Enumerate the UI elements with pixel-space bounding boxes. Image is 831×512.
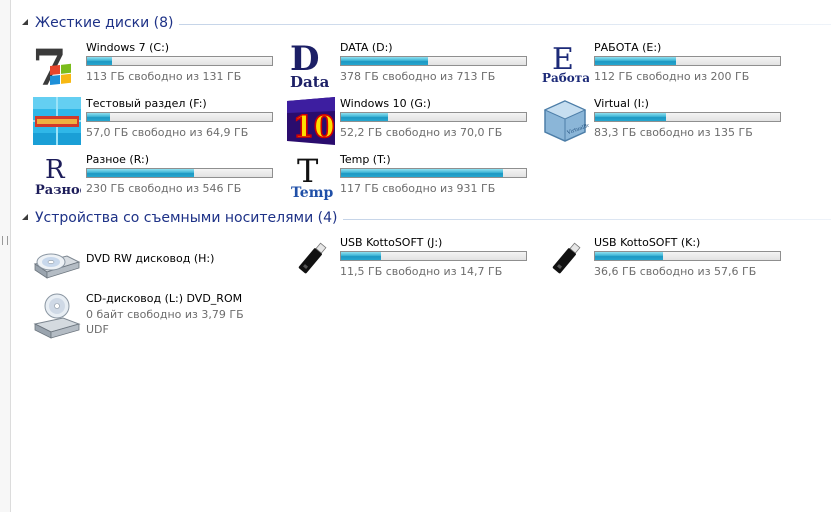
drive-item-g[interactable]: 10 Windows 10 (G:) 52,2 ГБ свободно из 7…: [287, 97, 532, 149]
usb-drive-icon: [298, 242, 327, 274]
group-header-removable-devices[interactable]: Устройства со съемными носителями (4): [20, 209, 831, 227]
drive-free-space: 378 ГБ свободно из 713 ГБ: [340, 70, 496, 83]
drive-usage-bar: [594, 112, 781, 122]
drive-name: DATA (D:): [340, 41, 393, 54]
drive-usage-fill: [595, 57, 677, 65]
drive-free-space: 36,6 ГБ свободно из 57,6 ГБ: [594, 265, 757, 278]
drive-usage-bar: [594, 251, 781, 261]
drive-usage-fill: [595, 113, 666, 121]
drive-usage-fill: [87, 169, 195, 177]
svg-text:D: D: [290, 41, 319, 79]
drive-item-j[interactable]: USB KottoSOFT (J:) 11,5 ГБ свободно из 1…: [287, 236, 532, 288]
test-partition-icon: [33, 97, 81, 145]
drive-name: Windows 10 (G:): [340, 97, 431, 110]
drive-name: USB KottoSOFT (K:): [594, 236, 701, 249]
navigation-pane-splitter[interactable]: [0, 0, 11, 512]
drive-item-e[interactable]: E Работа РАБОТА (E:) 112 ГБ свободно из …: [541, 41, 786, 93]
drive-name: Windows 7 (C:): [86, 41, 170, 54]
cd-drive-icon: [33, 293, 81, 339]
drive-name: Virtual (I:): [594, 97, 649, 110]
group-title: Жесткие диски (8): [35, 15, 174, 31]
drive-item-t[interactable]: T Temp Temp (T:) 117 ГБ свободно из 931 …: [287, 153, 532, 205]
drive-name: DVD RW дисковод (H:): [86, 252, 215, 265]
drive-free-space: 117 ГБ свободно из 931 ГБ: [340, 182, 496, 195]
drive-free-space: 11,5 ГБ свободно из 14,7 ГБ: [340, 265, 503, 278]
drive-name: Temp (T:): [340, 153, 391, 166]
drive-free-space: 52,2 ГБ свободно из 70,0 ГБ: [340, 126, 503, 139]
data-drive-icon: D Data: [290, 41, 330, 89]
drive-free-space: 0 байт свободно из 3,79 ГБ: [86, 308, 244, 321]
drive-usage-bar: [340, 112, 527, 122]
drive-usage-fill: [341, 169, 503, 177]
drive-name: USB KottoSOFT (J:): [340, 236, 443, 249]
drive-free-space: 230 ГБ свободно из 546 ГБ: [86, 182, 242, 195]
virtualbox-icon: VirtualBox: [543, 100, 589, 142]
drive-usage-bar: [340, 168, 527, 178]
collapse-arrow-icon[interactable]: [20, 212, 32, 224]
svg-text:10: 10: [293, 110, 335, 145]
drive-usage-fill: [87, 57, 113, 65]
drive-usage-bar: [86, 168, 273, 178]
svg-text:Работа: Работа: [542, 71, 589, 85]
svg-text:Разное: Разное: [35, 183, 81, 198]
temp-drive-icon: T Temp: [291, 153, 334, 201]
group-title: Устройства со съемными носителями (4): [35, 210, 338, 226]
splitter-grip[interactable]: [2, 236, 8, 245]
svg-text:T: T: [297, 153, 319, 190]
usb-drive-icon: [552, 242, 581, 274]
group-divider: [343, 218, 831, 220]
drive-item-k[interactable]: USB KottoSOFT (K:) 36,6 ГБ свободно из 5…: [541, 236, 786, 288]
dvd-drive-icon: [33, 253, 81, 279]
svg-text:R: R: [45, 155, 66, 185]
drive-usage-bar: [340, 56, 527, 66]
svg-text:Data: Data: [290, 73, 330, 89]
windows7-icon: 7: [33, 41, 71, 89]
drive-item-h[interactable]: DVD RW дисковод (H:): [33, 236, 278, 288]
drive-filesystem: UDF: [86, 323, 109, 336]
group-divider: [179, 23, 831, 25]
svg-text:Temp: Temp: [291, 185, 334, 201]
windows10-icon: 10: [287, 97, 335, 145]
drive-name: РАБОТА (E:): [594, 41, 662, 54]
drive-usage-fill: [341, 252, 382, 260]
drive-free-space: 113 ГБ свободно из 131 ГБ: [86, 70, 242, 83]
drive-item-i[interactable]: VirtualBox Virtual (I:) 83,3 ГБ свободно…: [541, 97, 786, 149]
drive-name: Тестовый раздел (F:): [86, 97, 207, 110]
collapse-arrow-icon[interactable]: [20, 17, 32, 29]
svg-text:E: E: [552, 42, 574, 77]
drive-item-r[interactable]: R Разное Разное (R:) 230 ГБ свободно из …: [33, 153, 278, 205]
drive-free-space: 57,0 ГБ свободно из 64,9 ГБ: [86, 126, 249, 139]
drive-name: CD-дисковод (L:) DVD_ROM: [86, 292, 243, 305]
drive-usage-bar: [340, 251, 527, 261]
drive-item-c[interactable]: 7 Windows 7 (C:) 113 ГБ свободно из 131 …: [33, 41, 278, 93]
raznoe-drive-icon: R Разное: [35, 155, 81, 198]
rabota-drive-icon: E Работа: [542, 42, 589, 85]
drive-usage-fill: [595, 252, 663, 260]
drive-item-l[interactable]: CD-дисковод (L:) DVD_ROM 0 байт свободно…: [33, 292, 278, 348]
drive-free-space: 83,3 ГБ свободно из 135 ГБ: [594, 126, 753, 139]
drive-usage-bar: [594, 56, 781, 66]
drive-item-f[interactable]: Тестовый раздел (F:) 57,0 ГБ свободно из…: [33, 97, 278, 149]
drive-usage-fill: [341, 57, 428, 65]
drive-usage-fill: [87, 113, 110, 121]
drive-usage-fill: [341, 113, 388, 121]
drive-item-d[interactable]: D Data DATA (D:) 378 ГБ свободно из 713 …: [287, 41, 532, 93]
drive-usage-bar: [86, 56, 273, 66]
group-header-hard-drives[interactable]: Жесткие диски (8): [20, 14, 831, 32]
drive-free-space: 112 ГБ свободно из 200 ГБ: [594, 70, 750, 83]
drive-usage-bar: [86, 112, 273, 122]
drive-name: Разное (R:): [86, 153, 150, 166]
